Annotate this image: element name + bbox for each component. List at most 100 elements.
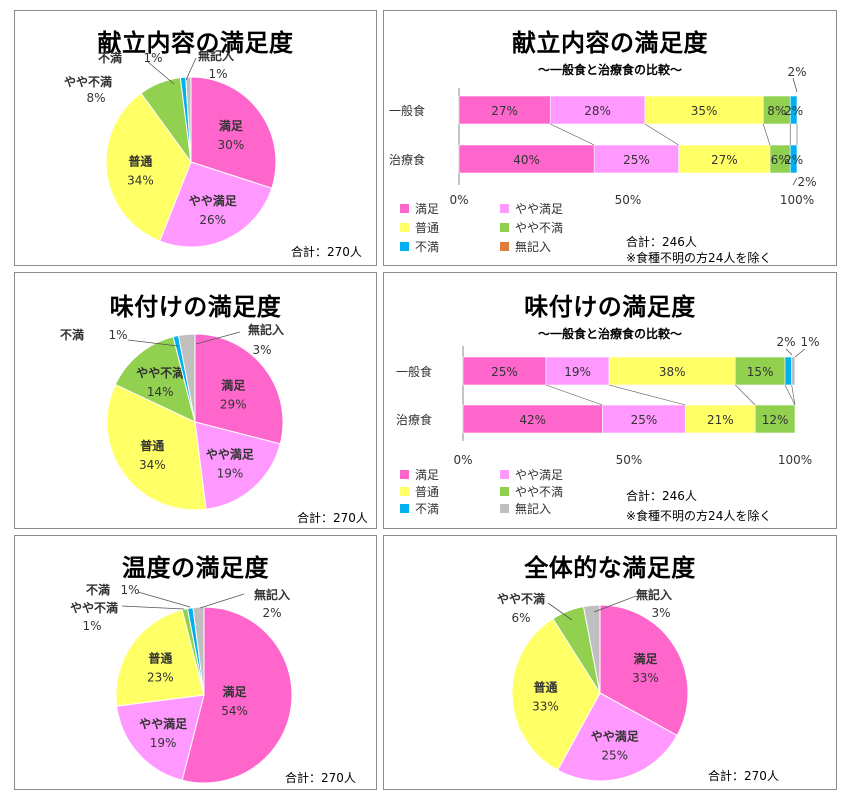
chart-title: 全体的な満足度 — [524, 554, 696, 582]
slice-label: 普通 — [533, 680, 557, 695]
slice-label: 無記入 — [198, 48, 234, 63]
panel-overall-pie: 全体的な満足度 満足 33% やや満足 25% 普通 33% やや不満 6% 無記入 3% 合計：… — [383, 535, 837, 790]
leader-line — [785, 348, 793, 356]
slice-label: 無記入 — [248, 322, 284, 337]
exclusion-note: ※食種不明の方24人を除く — [626, 251, 772, 265]
x-tick-label: 50% — [615, 193, 642, 207]
slice-label: 満足 — [221, 377, 245, 392]
pie-slice — [190, 76, 277, 189]
bar-label: 28% — [584, 104, 611, 118]
chart-title: 献立内容の満足度 — [97, 29, 294, 57]
bar-segment — [593, 144, 679, 174]
slice-percent: 1% — [120, 583, 139, 597]
slice-percent: 3% — [651, 606, 670, 620]
legend-label: 満足 — [415, 202, 439, 216]
pie-slice — [185, 76, 192, 163]
chart-subtitle: ～一般食と治療食の比較～ — [537, 63, 682, 77]
slice-percent: 34% — [127, 173, 154, 187]
connector-line — [784, 384, 796, 406]
bar-label: 19% — [564, 365, 591, 379]
leader-line — [121, 605, 185, 610]
category-label: 治療食 — [396, 412, 432, 427]
connector-line — [735, 384, 756, 406]
bar-segment — [685, 404, 756, 434]
pie-slice — [582, 604, 601, 694]
chart-title: 温度の満足度 — [122, 554, 269, 582]
bar-segment — [789, 144, 798, 174]
total-count: 合計：270人 — [291, 245, 362, 259]
stacked-bar-chart: 0% 50% 100%一般食 27% 28% 35% 8%2%治療食 40% 25% 27% 6%2… — [389, 65, 817, 254]
legend-label: 満足 — [415, 468, 439, 482]
legend-label: 普通 — [415, 221, 439, 235]
slice-label: やや不満 — [136, 365, 184, 380]
slice-percent: 23% — [147, 670, 174, 684]
slice-label: 満足 — [633, 651, 657, 666]
category-label: 一般食 — [389, 103, 425, 118]
bar-label: 38% — [659, 365, 686, 379]
bar-label: 27% — [711, 153, 738, 167]
pie-slice — [599, 604, 689, 737]
bar-label: 2% — [784, 104, 803, 118]
bar-segment — [734, 356, 786, 386]
connector-line — [791, 384, 796, 406]
slice-label: 普通 — [140, 438, 164, 453]
slice-percent: 1% — [82, 619, 101, 633]
connector-line — [644, 123, 679, 146]
pie-slice — [114, 336, 196, 423]
pie-slice — [105, 92, 192, 242]
bar-segment — [784, 356, 792, 386]
panel-menu-bar: 献立内容の満足度 ～一般食と治療食の比較～ 0% 50% 100% 一般食 27% 28%… — [383, 10, 837, 266]
x-tick-label: 100% — [780, 193, 814, 207]
total-count: 合計：270人 — [708, 769, 779, 783]
slice-label: 不満 — [86, 582, 110, 597]
slice-percent: 1% — [108, 328, 127, 342]
connector-line — [609, 384, 686, 406]
legend-swatch — [500, 487, 509, 496]
total-count: 合計：270人 — [285, 771, 356, 785]
leader-line — [792, 177, 798, 186]
panel-seasoning-bar: 味付けの満足度 ～一般食と治療食の比較～ 0% 50% 100% 一般食 25% 19% 3… — [383, 272, 837, 529]
pie-slice — [159, 161, 273, 248]
slice-percent: 25% — [601, 749, 628, 763]
bar-label: 12% — [762, 413, 789, 427]
leader-line — [547, 602, 573, 621]
slice-percent: 14% — [147, 385, 174, 399]
legend-label: やや不満 — [515, 221, 563, 235]
leader-line — [147, 61, 175, 85]
slice-label: 無記入 — [636, 587, 672, 602]
chart-title: 味付けの満足度 — [524, 293, 696, 321]
legend-swatch — [400, 242, 409, 251]
bar-segment — [549, 95, 646, 125]
legend-label: 無記入 — [515, 239, 551, 254]
slice-percent: 26% — [199, 213, 226, 227]
outside-bar-label: 2% — [776, 335, 795, 349]
slice-percent: 30% — [218, 138, 245, 152]
pie-slice — [194, 421, 281, 510]
slice-percent: 6% — [511, 611, 530, 625]
x-tick-label: 0% — [449, 193, 468, 207]
slice-label: 不満 — [98, 50, 122, 65]
bar-label: 25% — [491, 365, 518, 379]
pie-chart: 満足 33% やや満足 25% 普通 33% やや不満 6% 無記入 3% — [497, 587, 689, 782]
bar-segment — [462, 404, 603, 434]
slice-label: やや不満 — [70, 600, 118, 615]
pie-slice — [116, 694, 205, 781]
slice-label: 普通 — [148, 650, 172, 665]
bar-segment — [754, 404, 796, 434]
bar-segment — [762, 95, 791, 125]
pie-chart: 満足 30% やや満足 26% 普通 34% やや不満 8% 不満 1% 無記入 1% — [64, 48, 277, 248]
bar-segment — [789, 95, 798, 125]
legend-swatch — [400, 504, 409, 513]
bar-label: 2% — [784, 153, 803, 167]
bar-label: 8% — [767, 104, 786, 118]
total-count: 合計：246人 — [626, 489, 697, 503]
category-label: 治療食 — [389, 152, 425, 167]
x-tick-label: 0% — [453, 453, 472, 467]
pie-slice — [194, 333, 284, 445]
slice-percent: 8% — [86, 91, 105, 105]
panel-temperature-pie: 温度の満足度 満足 54% やや満足 19% 普通 23% やや不満 1% 不満 1% 無記入 2% … — [14, 535, 377, 790]
slice-percent: 29% — [220, 397, 247, 411]
legend-label: 普通 — [415, 485, 439, 499]
bar-segment — [462, 356, 547, 386]
bar-segment — [458, 144, 595, 174]
